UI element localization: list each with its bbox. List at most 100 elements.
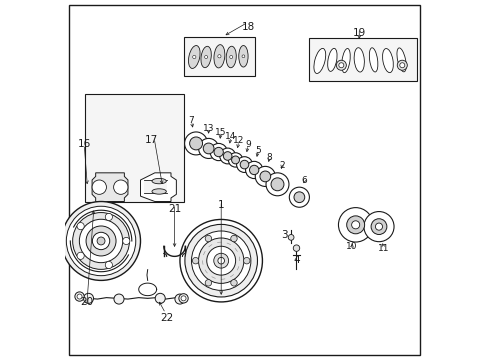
Bar	[183, 37, 255, 76]
Text: 20: 20	[80, 297, 93, 307]
Circle shape	[203, 143, 214, 154]
Text: 4: 4	[293, 255, 299, 265]
Text: 11: 11	[377, 244, 388, 253]
Circle shape	[230, 235, 237, 242]
Circle shape	[113, 180, 128, 194]
Circle shape	[228, 153, 242, 167]
Circle shape	[242, 55, 244, 58]
Circle shape	[375, 223, 382, 230]
Circle shape	[287, 234, 293, 240]
Circle shape	[289, 187, 309, 207]
Circle shape	[293, 192, 304, 203]
Circle shape	[198, 138, 218, 158]
Ellipse shape	[152, 179, 166, 184]
Text: 8: 8	[266, 153, 272, 162]
Circle shape	[213, 253, 228, 268]
Circle shape	[260, 171, 270, 182]
Circle shape	[77, 294, 82, 299]
Circle shape	[175, 294, 184, 304]
Circle shape	[61, 202, 140, 280]
Ellipse shape	[188, 46, 200, 68]
Ellipse shape	[396, 48, 406, 72]
Circle shape	[83, 293, 93, 303]
Circle shape	[122, 237, 130, 244]
Text: 14: 14	[225, 132, 236, 141]
Circle shape	[189, 137, 202, 150]
Circle shape	[370, 219, 386, 234]
Text: 2: 2	[279, 161, 285, 170]
Circle shape	[243, 257, 249, 264]
Text: 15: 15	[215, 128, 226, 137]
Text: 7: 7	[188, 116, 194, 125]
Circle shape	[249, 165, 258, 175]
Circle shape	[105, 261, 112, 269]
Circle shape	[336, 60, 346, 70]
Circle shape	[338, 63, 343, 68]
Circle shape	[105, 213, 112, 221]
Ellipse shape	[327, 48, 336, 71]
Circle shape	[346, 216, 364, 234]
Text: 1: 1	[218, 200, 224, 210]
Circle shape	[219, 148, 235, 164]
Polygon shape	[140, 173, 176, 202]
Text: 19: 19	[352, 28, 365, 38]
Text: 13: 13	[203, 123, 214, 132]
Text: 3: 3	[281, 230, 287, 239]
Circle shape	[214, 147, 223, 157]
Circle shape	[114, 294, 124, 304]
Circle shape	[338, 208, 372, 242]
Circle shape	[230, 280, 237, 286]
Circle shape	[66, 206, 136, 276]
Ellipse shape	[353, 48, 364, 72]
Circle shape	[363, 212, 393, 242]
Text: 5: 5	[255, 146, 261, 155]
Circle shape	[205, 235, 211, 242]
Circle shape	[79, 219, 122, 263]
Circle shape	[179, 294, 188, 303]
Circle shape	[192, 55, 196, 59]
Text: 12: 12	[233, 136, 244, 145]
Text: 21: 21	[167, 204, 181, 214]
Circle shape	[181, 296, 185, 301]
Text: 9: 9	[244, 140, 250, 149]
Bar	[85, 94, 183, 202]
Circle shape	[204, 55, 207, 59]
Circle shape	[92, 232, 109, 249]
Circle shape	[198, 238, 244, 283]
Circle shape	[184, 132, 207, 155]
Circle shape	[240, 160, 248, 169]
Circle shape	[270, 178, 284, 191]
Text: 16: 16	[78, 139, 91, 149]
Ellipse shape	[341, 49, 349, 73]
Circle shape	[399, 63, 404, 68]
Ellipse shape	[238, 45, 247, 67]
Circle shape	[236, 157, 252, 172]
Circle shape	[92, 180, 106, 194]
Circle shape	[77, 252, 84, 260]
Ellipse shape	[382, 49, 392, 73]
Circle shape	[97, 237, 105, 245]
Circle shape	[229, 55, 232, 59]
Bar	[308, 39, 416, 81]
Ellipse shape	[214, 45, 224, 68]
Circle shape	[265, 173, 288, 196]
Circle shape	[210, 143, 227, 161]
Circle shape	[245, 161, 262, 179]
Circle shape	[180, 220, 262, 302]
Circle shape	[255, 166, 275, 186]
Circle shape	[223, 152, 231, 160]
Text: 10: 10	[346, 242, 357, 251]
Circle shape	[218, 257, 224, 264]
Text: 6: 6	[301, 176, 307, 185]
Circle shape	[205, 280, 211, 286]
Circle shape	[184, 224, 257, 297]
Ellipse shape	[226, 46, 236, 68]
Circle shape	[77, 222, 84, 230]
Ellipse shape	[201, 46, 211, 68]
Circle shape	[351, 221, 359, 229]
Circle shape	[75, 292, 84, 301]
Circle shape	[155, 293, 165, 303]
Circle shape	[86, 226, 116, 256]
Text: 22: 22	[160, 313, 173, 323]
Circle shape	[396, 60, 407, 70]
